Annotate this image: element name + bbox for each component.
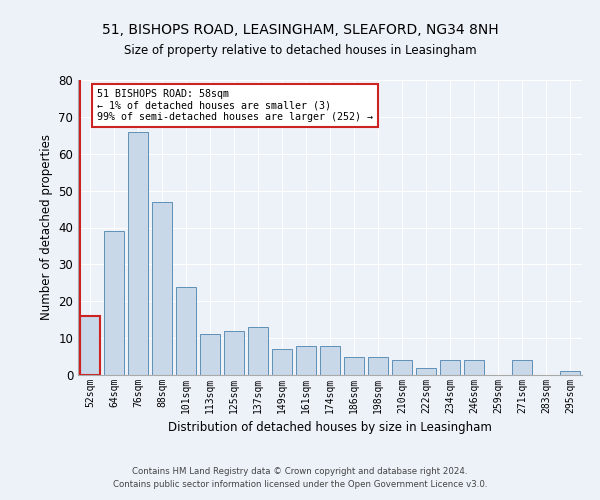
Bar <box>464 360 484 375</box>
Bar <box>224 331 244 375</box>
Bar <box>416 368 436 375</box>
Text: 51, BISHOPS ROAD, LEASINGHAM, SLEAFORD, NG34 8NH: 51, BISHOPS ROAD, LEASINGHAM, SLEAFORD, … <box>101 22 499 36</box>
Bar <box>128 132 148 375</box>
Text: 51 BISHOPS ROAD: 58sqm
← 1% of detached houses are smaller (3)
99% of semi-detac: 51 BISHOPS ROAD: 58sqm ← 1% of detached … <box>97 89 373 122</box>
Bar <box>368 356 388 375</box>
Bar <box>560 372 580 375</box>
Bar <box>344 356 364 375</box>
Text: Contains HM Land Registry data © Crown copyright and database right 2024.: Contains HM Land Registry data © Crown c… <box>132 467 468 476</box>
Text: Contains public sector information licensed under the Open Government Licence v3: Contains public sector information licen… <box>113 480 487 489</box>
Bar <box>176 286 196 375</box>
Bar <box>512 360 532 375</box>
Y-axis label: Number of detached properties: Number of detached properties <box>40 134 53 320</box>
Bar <box>320 346 340 375</box>
Bar <box>152 202 172 375</box>
Bar <box>104 231 124 375</box>
Bar <box>296 346 316 375</box>
Bar <box>392 360 412 375</box>
Bar <box>80 316 100 375</box>
Bar <box>272 349 292 375</box>
Bar <box>200 334 220 375</box>
X-axis label: Distribution of detached houses by size in Leasingham: Distribution of detached houses by size … <box>168 422 492 434</box>
Bar <box>248 327 268 375</box>
Text: Size of property relative to detached houses in Leasingham: Size of property relative to detached ho… <box>124 44 476 57</box>
Bar <box>440 360 460 375</box>
